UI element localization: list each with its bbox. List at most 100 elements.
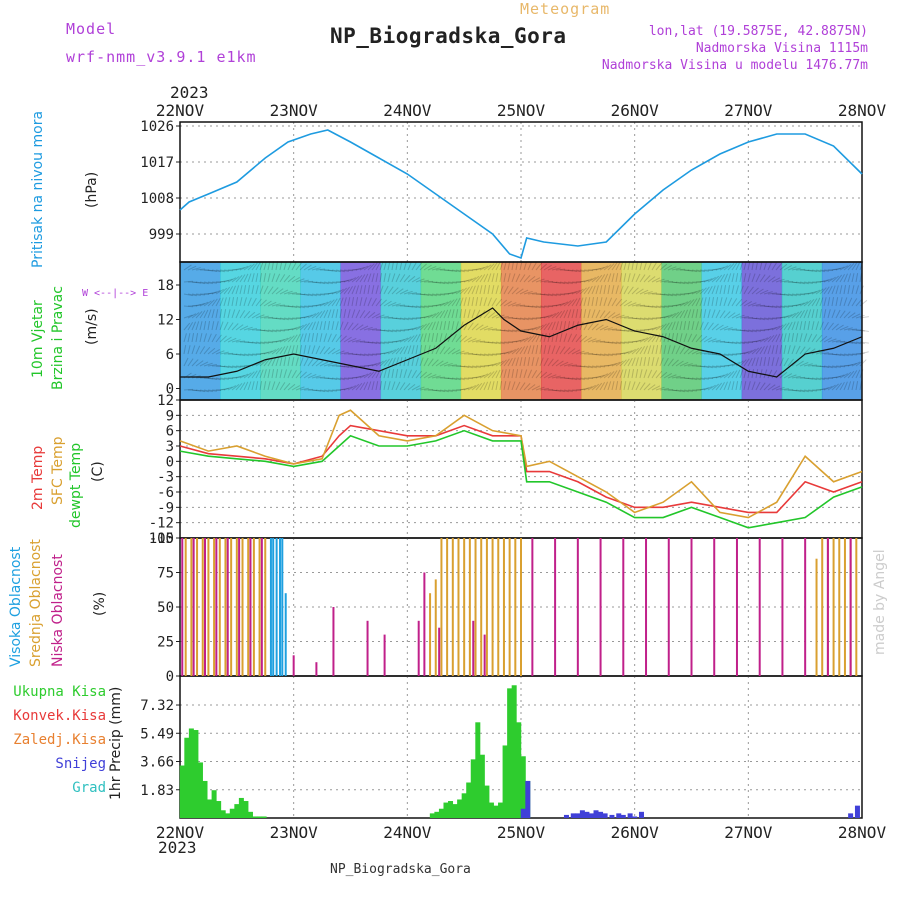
cloud-mid-bar <box>497 538 500 676</box>
wind-barb <box>223 365 233 369</box>
wind-barb <box>595 285 599 295</box>
wind-barb <box>583 309 587 319</box>
wind-barb <box>755 338 765 343</box>
wind-barb <box>279 274 286 283</box>
wind-barb <box>655 305 665 309</box>
wind-barb <box>843 327 853 331</box>
wind-barb <box>211 333 217 343</box>
wind-barb <box>827 365 837 369</box>
cloud-low-bar <box>417 620 420 676</box>
wind-barb <box>511 369 515 379</box>
x-date-label-top: 28NOV <box>838 101 887 120</box>
wind-barb <box>387 301 397 307</box>
wind-barb <box>831 285 836 295</box>
wind-barb <box>647 276 656 283</box>
wind-barb <box>411 385 421 391</box>
precip-snow-bar <box>598 811 604 818</box>
wind-barb <box>515 273 521 283</box>
wind-barb <box>743 285 749 295</box>
wind-barb <box>483 372 492 379</box>
wind-barb <box>719 297 723 307</box>
wind-barb <box>435 389 445 393</box>
wind-barb <box>559 301 569 307</box>
wind-barb <box>571 334 578 343</box>
wind-barb <box>427 333 431 343</box>
wind-barb <box>203 389 213 393</box>
wind-barb <box>847 262 855 271</box>
wind-barb <box>271 303 281 307</box>
wind-barb <box>571 349 581 355</box>
wind-barb <box>235 324 244 331</box>
wind-barb <box>375 341 385 345</box>
wind-barb <box>423 305 434 308</box>
wind-barb <box>459 269 469 272</box>
wind-barb <box>747 317 758 320</box>
wind-barb <box>327 347 336 355</box>
wind-barb <box>183 322 191 331</box>
wind-barb <box>227 297 231 307</box>
wind-barb <box>787 321 793 331</box>
wind-barb <box>627 273 631 283</box>
wind-barb <box>343 365 353 369</box>
wind-barb <box>815 334 823 343</box>
wind-barb <box>607 371 615 379</box>
wind-barb <box>319 321 323 331</box>
wind-barb <box>699 377 709 380</box>
wind-barb <box>551 321 556 331</box>
wind-barb <box>587 384 596 391</box>
wind-barb <box>243 353 253 357</box>
wind-barb <box>435 376 446 379</box>
wind-barb <box>567 389 577 392</box>
wind-barb <box>235 275 243 283</box>
wind-barb <box>471 376 481 379</box>
wind-barb <box>715 365 726 368</box>
wind-barb <box>251 262 258 271</box>
wind-barb <box>247 263 255 271</box>
wind-barb <box>675 333 679 343</box>
cloud-mid-bar <box>184 538 187 676</box>
wind-barb <box>351 353 361 356</box>
wind-barb <box>259 273 263 283</box>
wind-barb <box>403 274 411 283</box>
wind-barb <box>587 309 591 319</box>
wind-barb <box>223 297 227 307</box>
x-date-label-bottom: 24NOV <box>383 823 432 842</box>
cloud-low-bar <box>292 655 295 676</box>
wind-barb <box>523 383 531 391</box>
wind-barb <box>531 370 538 379</box>
precip-rain-bar <box>507 688 513 818</box>
cloud-low-bar <box>531 538 534 676</box>
wind-barb <box>591 383 600 391</box>
wind-barb <box>747 340 758 343</box>
wind-barb <box>787 266 797 271</box>
wind-barb <box>699 365 709 368</box>
wind-barb <box>419 345 423 355</box>
wind-barb <box>191 312 200 319</box>
wind-barb <box>511 357 516 367</box>
wind-barb <box>631 339 641 343</box>
cloud-mid-bar <box>440 538 443 676</box>
wind-barb <box>527 335 535 343</box>
wind-barb <box>687 299 695 307</box>
wind-barb <box>823 297 827 307</box>
wind-barb <box>611 313 621 319</box>
wind-barb <box>207 377 217 380</box>
wind-barb <box>219 321 224 331</box>
wind-band <box>380 262 422 400</box>
cloud-mid-bar <box>213 538 216 676</box>
wind-barb <box>759 317 769 321</box>
wind-barb <box>319 333 323 343</box>
wind-barb <box>487 273 492 283</box>
cloud-low-bar <box>260 538 263 676</box>
wind-barb <box>423 264 432 271</box>
wind-barb <box>207 281 217 284</box>
wind-barb <box>659 323 667 331</box>
wind-barb <box>555 333 559 343</box>
wind-barb <box>255 381 259 391</box>
wind-barb <box>515 317 525 321</box>
wind-barb <box>855 341 865 345</box>
wind-barb <box>687 269 697 273</box>
wind-barb <box>395 288 404 295</box>
wind-band <box>420 262 462 400</box>
wind-barb <box>187 322 194 331</box>
